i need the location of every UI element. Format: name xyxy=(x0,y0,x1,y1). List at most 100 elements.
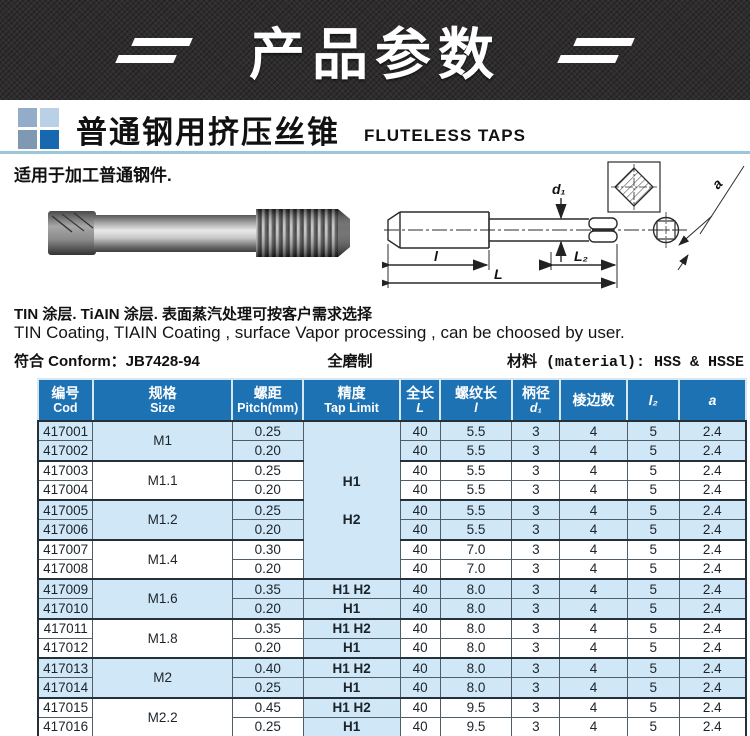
cell-cod: 417002 xyxy=(37,440,94,461)
cell-edges: 4 xyxy=(559,440,628,461)
cell-l: 5.5 xyxy=(439,440,513,461)
dim-label-a: a xyxy=(708,175,725,192)
cell-L: 40 xyxy=(399,420,441,442)
cell-l2: 5 xyxy=(626,677,680,698)
cell-l2: 5 xyxy=(626,499,680,521)
cell-pitch: 0.20 xyxy=(231,598,304,619)
table-row: 417015 M2.2 0.45 H1 H2 40 9.5 3 4 5 2.4 xyxy=(37,696,747,736)
section-title-en: FLUTELESS TAPS xyxy=(364,126,526,145)
cell-l2: 5 xyxy=(626,459,680,481)
cell-d1: 3 xyxy=(511,578,561,600)
cell-pitch: 0.45 xyxy=(231,696,304,718)
cell-l: 9.5 xyxy=(439,716,513,736)
cell-cod: 417014 xyxy=(37,677,94,698)
section-header: 普通钢用挤压丝锥 FLUTELESS TAPS xyxy=(18,108,526,150)
cell-a: 2.4 xyxy=(678,598,747,619)
col-header-l2: l₂ xyxy=(626,378,681,422)
cell-d1: 3 xyxy=(511,440,561,461)
cell-a: 2.4 xyxy=(678,479,747,501)
banner: 产品参数 xyxy=(0,0,750,100)
dim-label-L2: L₂ xyxy=(574,248,588,264)
cell-cod: 417011 xyxy=(37,617,94,639)
table-row: 417005 M1.2 0.25 40 5.5 3 4 5 2.4 xyxy=(37,499,747,540)
cell-edges: 4 xyxy=(559,598,628,619)
table-row: 417009 M1.6 0.35 H1 H2 40 8.0 3 4 5 2.4 xyxy=(37,578,747,619)
cell-l2: 5 xyxy=(626,558,680,580)
conform-standard: 符合 Conform：JB7428-94 xyxy=(14,353,200,370)
cell-size: M1 xyxy=(92,420,233,461)
col-header-edges: 棱边数 xyxy=(558,378,629,422)
cell-l2: 5 xyxy=(626,440,680,461)
cell-edges: 4 xyxy=(559,578,628,600)
cell-l: 7.0 xyxy=(439,538,513,560)
cell-tap-limit: H1 H2 xyxy=(302,578,401,600)
cell-a: 2.4 xyxy=(678,617,747,639)
col-header-size: 规格 Size xyxy=(91,378,234,422)
col-header-pitch: 螺距 Pitch(mm) xyxy=(231,378,305,422)
cell-size: M2 xyxy=(92,657,233,698)
cell-edges: 4 xyxy=(559,677,628,698)
cell-a: 2.4 xyxy=(678,558,747,580)
cell-L: 40 xyxy=(399,479,441,501)
cell-l2: 5 xyxy=(626,420,680,442)
cell-l: 5.5 xyxy=(439,499,513,521)
cell-a: 2.4 xyxy=(678,696,747,718)
cell-pitch: 0.25 xyxy=(231,499,304,521)
cell-a: 2.4 xyxy=(678,538,747,560)
cell-a: 2.4 xyxy=(678,716,747,736)
cell-L: 40 xyxy=(399,538,441,560)
cell-L: 40 xyxy=(399,716,441,736)
cell-cod: 417004 xyxy=(37,479,94,501)
cell-cod: 417005 xyxy=(37,499,94,521)
cell-l2: 5 xyxy=(626,538,680,560)
cell-tap-limit-merged: H1 H2 xyxy=(302,420,401,580)
material-spec: 材料 (material): HSS & HSSE xyxy=(506,354,744,371)
suitable-for-text: 适用于加工普通钢件. xyxy=(14,166,172,185)
cell-pitch: 0.25 xyxy=(231,677,304,698)
cell-pitch: 0.30 xyxy=(231,538,304,560)
cell-cod: 417015 xyxy=(37,696,94,718)
coating-line-zh: TIN 涂层. TiAIN 涂层. 表面蒸汽处理可按客户需求选择 xyxy=(14,306,373,323)
cell-l: 8.0 xyxy=(439,677,513,698)
spec-table: 编号 Cod 规格 Size 螺距 Pitch(mm) 精度 Tap Limit 全长 L… xyxy=(37,378,747,736)
table-row: 417014 0.25 H1 40 8.0 3 4 5 2.4 xyxy=(37,677,747,698)
cell-a: 2.4 xyxy=(678,420,747,442)
table-row: 417006 0.20 40 5.5 3 4 5 2.4 xyxy=(37,519,747,540)
conform-row: 符合 Conform：JB7428-94 全磨制 材料 (material): … xyxy=(0,350,750,371)
cell-L: 40 xyxy=(399,459,441,481)
cell-pitch: 0.20 xyxy=(231,440,304,461)
cell-pitch: 0.35 xyxy=(231,617,304,639)
cell-cod: 417001 xyxy=(37,420,94,442)
cell-d1: 3 xyxy=(511,696,561,718)
cell-cod: 417016 xyxy=(37,716,94,736)
cell-L: 40 xyxy=(399,696,441,718)
cell-l: 5.5 xyxy=(439,479,513,501)
cell-edges: 4 xyxy=(559,499,628,521)
cell-d1: 3 xyxy=(511,420,561,442)
cell-tap-limit: H1 H2 xyxy=(302,657,401,679)
cell-a: 2.4 xyxy=(678,677,747,698)
cell-pitch: 0.20 xyxy=(231,637,304,659)
cell-size: M1.1 xyxy=(92,459,233,501)
dim-label-l: l xyxy=(434,248,439,264)
cell-a: 2.4 xyxy=(678,578,747,600)
cell-L: 40 xyxy=(399,519,441,540)
cell-tap-limit: H1 xyxy=(302,716,401,736)
cell-L: 40 xyxy=(399,598,441,619)
cell-edges: 4 xyxy=(559,716,628,736)
cell-pitch: 0.20 xyxy=(231,519,304,540)
table-row: 417001 M1 0.25 H1 H2 40 5.5 3 4 5 2.4 xyxy=(37,420,747,580)
cell-pitch: 0.25 xyxy=(231,420,304,442)
cell-pitch: 0.20 xyxy=(231,479,304,501)
cell-d1: 3 xyxy=(511,617,561,639)
tap-product-photo xyxy=(48,209,350,257)
cell-l: 8.0 xyxy=(439,637,513,659)
cell-L: 40 xyxy=(399,440,441,461)
cell-edges: 4 xyxy=(559,558,628,580)
coating-line-en: TIN Coating, TIAIN Coating , surface Vap… xyxy=(14,323,625,342)
cell-edges: 4 xyxy=(559,519,628,540)
cell-L: 40 xyxy=(399,558,441,580)
section-title-zh: 普通钢用挤压丝锥 xyxy=(76,114,340,150)
col-header-thread-length: 螺纹长 l xyxy=(439,378,513,422)
table-row: 417013 M2 0.40 H1 H2 40 8.0 3 4 5 2.4 xyxy=(37,657,747,698)
